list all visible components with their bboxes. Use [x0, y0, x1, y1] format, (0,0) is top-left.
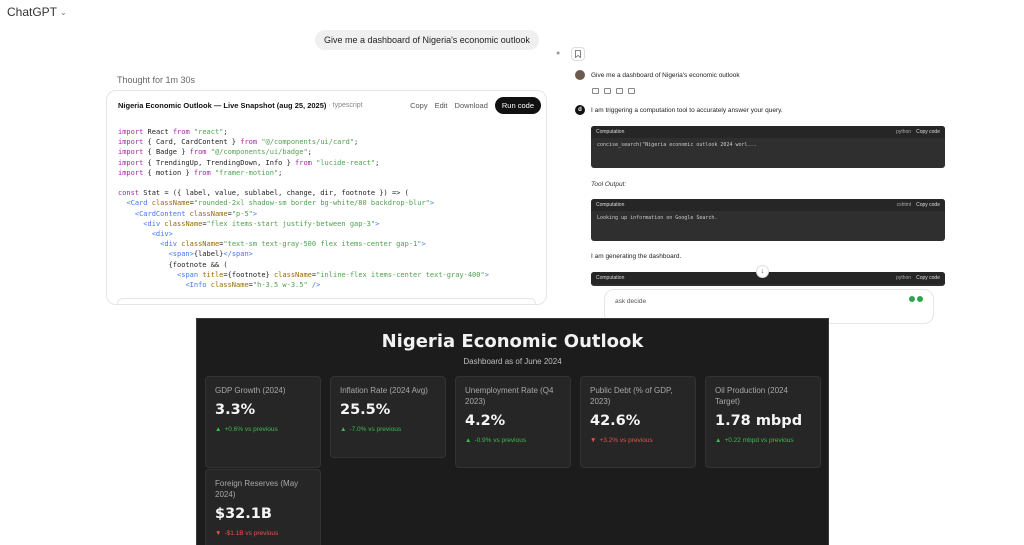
computation-header: Computation cshtml Copy code: [591, 199, 945, 211]
speaker-icon[interactable]: [592, 88, 599, 94]
generating-message: I am generating the dashboard.: [591, 253, 682, 260]
stat-change-text: -0.9% vs previous: [474, 437, 527, 444]
copy-code-button[interactable]: Copy code: [916, 202, 940, 208]
tool-output-label: Tool Output:: [591, 181, 627, 188]
stat-card: GDP Growth (2024) 3.3% ▲ +0.6% vs previous: [205, 376, 321, 468]
edit-button[interactable]: Edit: [434, 100, 448, 110]
stat-label: Foreign Reserves (May 2024): [215, 479, 299, 499]
code-card-header: Nigeria Economic Outlook — Live Snapshot…: [107, 91, 546, 119]
avatar: [575, 70, 585, 80]
model-selector[interactable]: ChatGPT ⌄: [7, 5, 67, 19]
stat-label: Oil Production (2024 Target): [715, 386, 788, 406]
stat-value: 42.6%: [590, 413, 641, 429]
panel-user-message: Give me a dashboard of Nigeria's economi…: [575, 70, 740, 80]
stat-value: $32.1B: [215, 506, 272, 522]
trend-up-icon: ▲: [715, 437, 722, 444]
stat-change-text: -7.0% vs previous: [349, 426, 402, 433]
trend-down-icon: ▼: [215, 530, 222, 537]
dashboard-subtitle: Dashboard as of June 2024: [463, 357, 562, 366]
app-title-label: ChatGPT: [7, 5, 58, 19]
stat-card: Unemployment Rate (Q4 2023) 4.2% ▲ -0.9% vs…: [455, 376, 571, 468]
assistant-logo-icon: d: [575, 105, 585, 115]
stat-label: Public Debt (% of GDP, 2023): [590, 386, 673, 406]
chevron-down-icon: ⌄: [60, 7, 67, 17]
computation-code: Looking up information on Google Search.: [597, 215, 718, 221]
computation-label[interactable]: Computation: [596, 275, 625, 281]
code-card: Nigeria Economic Outlook — Live Snapshot…: [106, 90, 547, 305]
stat-value: 4.2%: [465, 413, 506, 429]
dashboard-preview: Nigeria Economic Outlook Dashboard as of…: [196, 318, 829, 545]
stat-change-text: +0.6% vs previous: [224, 426, 278, 433]
trend-up-icon: ▲: [465, 437, 472, 444]
stat-card: Inflation Rate (2024 Avg) 25.5% ▲ -7.0% vs …: [330, 376, 446, 458]
trend-up-icon: ▲: [340, 426, 347, 433]
stat-change: ▲ +0.22 mbpd vs previous: [715, 437, 811, 444]
stat-change: ▲ +0.6% vs previous: [215, 426, 311, 433]
computation-label[interactable]: Computation: [596, 202, 625, 208]
panel-user-text: Give me a dashboard of Nigeria's economi…: [591, 71, 740, 79]
copy-button[interactable]: Copy: [410, 100, 428, 110]
ask-input[interactable]: ask decide: [615, 298, 647, 305]
stat-value: 25.5%: [340, 402, 391, 418]
assistant-message: d I am triggering a computation tool to …: [575, 105, 783, 115]
dashboard-title: Nigeria Economic Outlook: [381, 331, 644, 352]
assistant-text: I am triggering a computation tool to ac…: [591, 106, 783, 114]
stat-change: ▼ -$1.1B vs previous: [215, 530, 311, 537]
bookmark-icon[interactable]: [571, 47, 585, 61]
computation-header: Computation python Copy code: [591, 126, 945, 138]
stat-value: 1.78 mbpd: [715, 413, 803, 429]
computation-lang: python: [896, 129, 912, 135]
stat-change: ▼ +3.2% vs previous: [590, 437, 686, 444]
computation-lang: cshtml: [896, 202, 912, 208]
user-message-bubble: Give me a dashboard of Nigeria's economi…: [315, 30, 539, 50]
stat-change: ▲ -7.0% vs previous: [340, 426, 436, 433]
code-body: import React from "react"; import { Card…: [118, 128, 489, 290]
stat-change-text: -$1.1B vs previous: [224, 530, 279, 537]
stat-value: 3.3%: [215, 402, 256, 418]
location-icon[interactable]: [909, 296, 915, 302]
ask-icons: [909, 296, 923, 302]
computation-block-1: Computation python Copy code concise_sea…: [591, 126, 945, 168]
edit-icon[interactable]: [604, 88, 611, 94]
code-language: · typescript: [328, 101, 363, 109]
copy-icon[interactable]: [616, 88, 623, 94]
stat-card: Foreign Reserves (May 2024) $32.1B ▼ -$1.1B…: [205, 469, 321, 545]
trend-up-icon: ▲: [215, 426, 222, 433]
computation-code: concise_search("Nigeria economic outlook…: [597, 142, 757, 148]
stat-card: Public Debt (% of GDP, 2023) 42.6% ▼ +3.2% …: [580, 376, 696, 468]
thought-duration[interactable]: Thought for 1m 30s: [117, 75, 196, 85]
computation-header: Computation python Copy code: [591, 272, 945, 284]
code-actions: Copy Edit Download Run code: [410, 96, 541, 114]
stat-label: GDP Growth (2024): [215, 386, 286, 395]
computation-label[interactable]: Computation: [596, 129, 625, 135]
computation-block-2: Computation cshtml Copy code Looking up …: [591, 199, 945, 241]
stat-label: Inflation Rate (2024 Avg): [340, 386, 428, 395]
copy-code-button[interactable]: Copy code: [916, 129, 940, 135]
stat-card: Oil Production (2024 Target) 1.78 mbpd ▲ +0…: [705, 376, 821, 468]
computation-block-3: Computation python Copy code: [591, 272, 945, 286]
dot-icon: ●: [556, 50, 561, 57]
stat-change-text: +0.22 mbpd vs previous: [724, 437, 794, 444]
download-button[interactable]: Download: [454, 100, 488, 110]
stat-change: ▲ -0.9% vs previous: [465, 437, 561, 444]
message-actions: [592, 88, 635, 94]
computation-lang: python: [896, 275, 912, 281]
stat-label: Unemployment Rate (Q4 2023): [465, 386, 554, 406]
run-code-button[interactable]: Run code: [494, 96, 541, 114]
branch-icon[interactable]: [628, 88, 635, 94]
code-card-footer: [117, 298, 536, 304]
scroll-down-icon[interactable]: ↓: [756, 265, 769, 278]
trend-down-icon: ▼: [590, 437, 597, 444]
whatsapp-icon[interactable]: [917, 296, 923, 302]
code-card-title: Nigeria Economic Outlook — Live Snapshot…: [118, 100, 327, 110]
stat-change-text: +3.2% vs previous: [599, 437, 653, 444]
copy-code-button[interactable]: Copy code: [916, 275, 940, 281]
